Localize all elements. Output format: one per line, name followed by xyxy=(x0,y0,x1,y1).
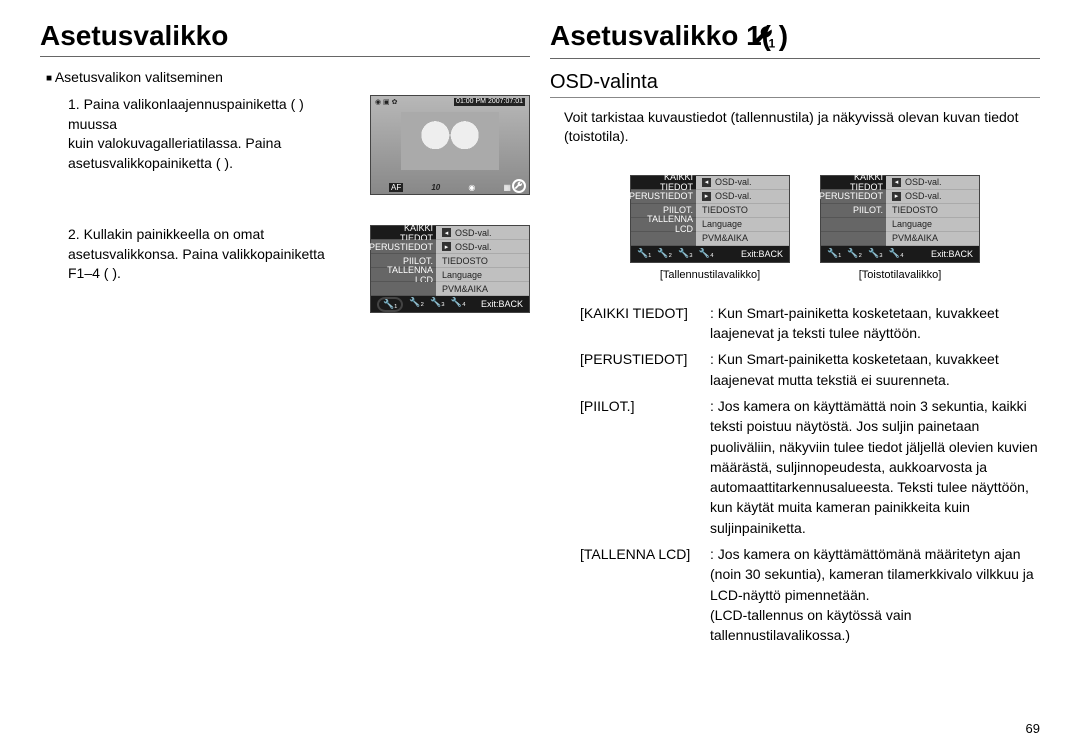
wrench-3-icon: 🔧₃ xyxy=(678,248,693,259)
wrench-1-icon: 🔧₁ xyxy=(637,248,651,259)
step-2-text: 2. Kullakin painikkeella on omat asetusv… xyxy=(68,225,356,284)
menu-right-item: Language xyxy=(442,270,482,280)
menu-left-item xyxy=(371,282,436,296)
left-camera-menu: KAIKKI TIEDOT ◂ OSD-val. PERUSTIEDOT ▸ OSD-v… xyxy=(370,225,530,313)
menu-left-item: PIILOT. xyxy=(821,204,886,218)
camera-preview-image: ◉ ▣ ✿ 01:00 PM 2007:07:01 AF 10 ◉ ▦ xyxy=(370,95,530,195)
menu-left-item: KAIKKI TIEDOT xyxy=(821,176,886,190)
def-desc: : Kun Smart-painiketta kosketetaan, kuva… xyxy=(710,349,1040,390)
title-wrench-icon: 1 xyxy=(752,24,776,56)
preview-circled-wrench-icon xyxy=(512,179,526,193)
menu-arrow-icon: ◂ xyxy=(702,178,711,187)
wrench-3-icon: 🔧₃ xyxy=(430,297,445,312)
menu-left-item: PERUSTIEDOT xyxy=(821,190,886,204)
menu-left-item: TALLENNA LCD xyxy=(631,218,696,232)
right-intro: Voit tarkistaa kuvaustiedot (tallennusti… xyxy=(564,108,1040,147)
menu-right-item: OSD-val. xyxy=(715,177,752,187)
recording-menu-wrap: KAIKKI TIEDOT ◂ OSD-val. PERUSTIEDOT ▸ OSD-v… xyxy=(630,175,790,281)
wrench-1-icon: 🔧₁ xyxy=(377,297,403,312)
preview-photo xyxy=(401,112,499,170)
menu-right-item: OSD-val. xyxy=(455,242,492,252)
menu-left-item: KAIKKI TIEDOT xyxy=(371,226,436,240)
menu-left-item xyxy=(821,218,886,232)
menu-right-item: PVM&AIKA xyxy=(892,233,938,243)
step-2-row: 2. Kullakin painikkeella on omat asetusv… xyxy=(40,225,530,313)
left-section-heading: Asetusvalikon valitseminen xyxy=(46,69,530,85)
wrench-4-icon: 🔧₄ xyxy=(699,248,714,259)
preview-af-badge: AF xyxy=(389,183,403,192)
menu-right-item: PVM&AIKA xyxy=(442,284,488,294)
wrench-4-icon: 🔧₄ xyxy=(451,297,466,312)
def-row: [TALLENNA LCD]: Jos kamera on käyttämätt… xyxy=(580,544,1040,645)
right-subtitle: OSD-valinta xyxy=(550,71,1040,98)
menu-exit-label: Exit:BACK xyxy=(931,249,973,259)
wrench-4-icon: 🔧₄ xyxy=(889,248,904,259)
page: Asetusvalikko Asetusvalikon valitseminen… xyxy=(0,0,1080,746)
menu-exit-label: Exit:BACK xyxy=(481,299,523,309)
def-row: [PIILOT.]: Jos kamera on käyttämättä noi… xyxy=(580,396,1040,538)
left-title: Asetusvalikko xyxy=(40,20,530,57)
menu-right-item: TIEDOSTO xyxy=(892,205,938,215)
preview-dot1: ◉ xyxy=(468,183,475,192)
menu-left-item: PERUSTIEDOT xyxy=(371,240,436,254)
menu-right-item: PVM&AIKA xyxy=(702,233,748,243)
menu-foot-icons: 🔧₁ 🔧₂ 🔧₃ 🔧₄ xyxy=(377,297,466,312)
menu-right-item: TIEDOSTO xyxy=(702,205,748,215)
playback-menu-label: [Toistotilavalikko] xyxy=(820,269,980,281)
menu-right-item: Language xyxy=(702,219,742,229)
menu-right-item: Language xyxy=(892,219,932,229)
right-title: Asetusvalikko 1( ) 1 xyxy=(550,20,1040,59)
definitions-table: [KAIKKI TIEDOT]: Kun Smart-painiketta ko… xyxy=(580,303,1040,646)
wrench-3-icon: 🔧₃ xyxy=(868,248,883,259)
preview-top-left-icons: ◉ ▣ ✿ xyxy=(375,98,397,106)
menu-right-item: OSD-val. xyxy=(455,228,492,238)
def-desc: : Kun Smart-painiketta kosketetaan, kuva… xyxy=(710,303,1040,344)
menu-play-icon: ▸ xyxy=(892,192,901,201)
def-desc: : Jos kamera on käyttämättömänä määritet… xyxy=(710,544,1040,645)
def-term: [PIILOT.] xyxy=(580,396,710,538)
two-menus-row: KAIKKI TIEDOT ◂ OSD-val. PERUSTIEDOT ▸ OSD-v… xyxy=(630,175,1040,281)
def-row: [KAIKKI TIEDOT]: Kun Smart-painiketta ko… xyxy=(580,303,1040,344)
left-column: Asetusvalikko Asetusvalikon valitseminen… xyxy=(30,20,540,736)
preview-10-label: 10 xyxy=(431,183,440,192)
preview-datetime: 01:00 PM 2007:07:01 xyxy=(454,98,525,106)
playback-menu-wrap: KAIKKI TIEDOT ◂ OSD-val. PERUSTIEDOT ▸ OSD-v… xyxy=(820,175,980,281)
preview-dot2: ▦ xyxy=(503,183,511,192)
menu-left-item xyxy=(631,232,696,246)
def-term: [PERUSTIEDOT] xyxy=(580,349,710,390)
wrench-2-icon: 🔧₂ xyxy=(657,248,672,259)
step-1-text: 1. Paina valikonlaajennuspainiketta ( ) … xyxy=(68,95,356,173)
def-row: [PERUSTIEDOT]: Kun Smart-painiketta kosk… xyxy=(580,349,1040,390)
menu-right-item: TIEDOSTO xyxy=(442,256,488,266)
menu-play-icon: ▸ xyxy=(702,192,711,201)
menu-left-item: TALLENNA LCD xyxy=(371,268,436,282)
menu-arrow-icon: ◂ xyxy=(442,228,451,237)
def-desc: : Jos kamera on käyttämättä noin 3 sekun… xyxy=(710,396,1040,538)
playback-menu: KAIKKI TIEDOT ◂ OSD-val. PERUSTIEDOT ▸ OSD-v… xyxy=(820,175,980,263)
svg-text:1: 1 xyxy=(768,36,775,49)
def-term: [KAIKKI TIEDOT] xyxy=(580,303,710,344)
wrench-2-icon: 🔧₂ xyxy=(409,297,424,312)
recording-menu: KAIKKI TIEDOT ◂ OSD-val. PERUSTIEDOT ▸ OSD-v… xyxy=(630,175,790,263)
step-1-row: 1. Paina valikonlaajennuspainiketta ( ) … xyxy=(40,95,530,195)
menu-right-item: OSD-val. xyxy=(905,191,942,201)
menu-left-item xyxy=(821,232,886,246)
menu-left-item: KAIKKI TIEDOT xyxy=(631,176,696,190)
def-term: [TALLENNA LCD] xyxy=(580,544,710,645)
menu-right-item: OSD-val. xyxy=(905,177,942,187)
menu-right-item: OSD-val. xyxy=(715,191,752,201)
right-column: Asetusvalikko 1( ) 1 OSD-valinta Voit ta… xyxy=(540,20,1050,736)
menu-play-icon: ▸ xyxy=(442,242,451,251)
menu-exit-label: Exit:BACK xyxy=(741,249,783,259)
wrench-2-icon: 🔧₂ xyxy=(847,248,862,259)
wrench-1-icon: 🔧₁ xyxy=(827,248,841,259)
page-number: 69 xyxy=(1026,721,1040,736)
recording-menu-label: [Tallennustilavalikko] xyxy=(630,269,790,281)
menu-left-item: PERUSTIEDOT xyxy=(631,190,696,204)
menu-arrow-icon: ◂ xyxy=(892,178,901,187)
